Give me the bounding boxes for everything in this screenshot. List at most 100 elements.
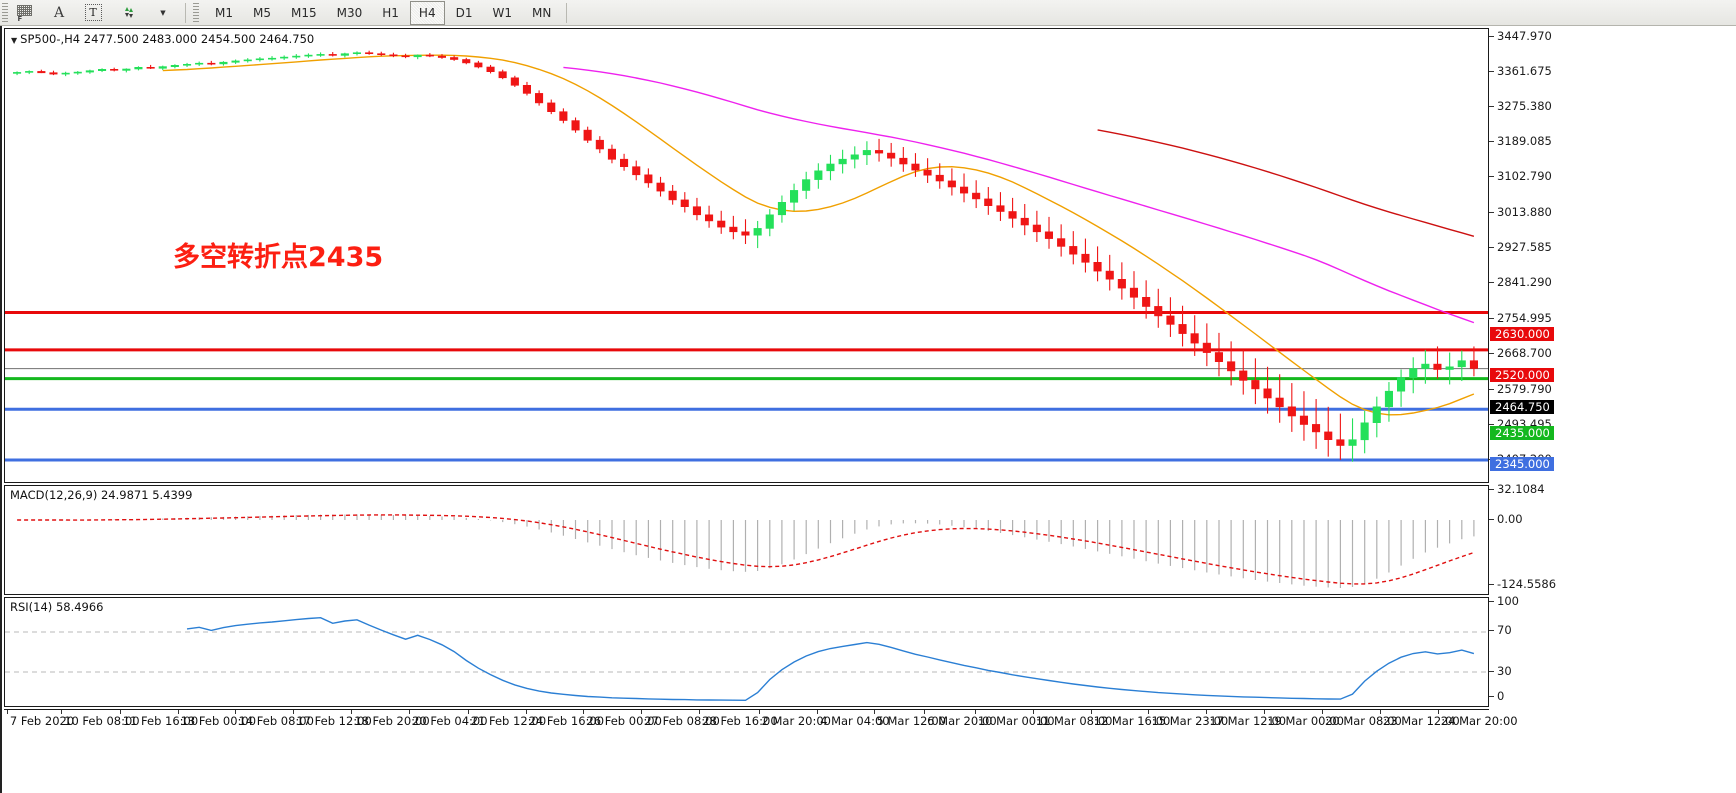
axis-tick: 70 bbox=[1489, 623, 1512, 637]
macd-canvas bbox=[17, 514, 1475, 588]
timeframe-m5[interactable]: M5 bbox=[253, 5, 271, 20]
axis-tick-label: 0 bbox=[1497, 689, 1505, 703]
time-axis-label: 11 Feb 16:00 bbox=[122, 714, 199, 728]
time-axis-label: 2 Mar 20:00 bbox=[761, 714, 831, 728]
axis-tick: -124.5586 bbox=[1489, 577, 1556, 591]
axis-tick: 100 bbox=[1489, 594, 1519, 608]
axis-tick-label: 70 bbox=[1497, 623, 1512, 637]
axis-tick: 3102.790 bbox=[1489, 169, 1552, 183]
rsi-label: RSI(14) 58.4966 bbox=[10, 600, 104, 614]
timeframe-m30[interactable]: M30 bbox=[336, 5, 363, 20]
price-level-2630[interactable]: 2630.000 bbox=[1490, 327, 1554, 341]
rsi-pane[interactable]: RSI(14) 58.4966 bbox=[4, 597, 1489, 707]
time-axis-label: 19 Mar 00:00 bbox=[1267, 714, 1344, 728]
time-tick-mark bbox=[6, 710, 8, 714]
axis-tick-label: 2754.995 bbox=[1497, 311, 1552, 325]
chart-frame: ▼ SP500-,H4 2477.500 2483.000 2454.500 24… bbox=[0, 26, 1736, 793]
time-axis-label: 4 Mar 04:00 bbox=[820, 714, 890, 728]
timeframe-mn[interactable]: MN bbox=[531, 5, 552, 20]
time-tick-mark bbox=[525, 710, 527, 714]
indicators-dropdown-caret[interactable]: ▼ bbox=[160, 8, 166, 17]
axis-tick-label: 3275.380 bbox=[1497, 99, 1552, 113]
time-axis-label: 20 Mar 08:00 bbox=[1325, 714, 1402, 728]
time-axis-label: 24 Feb 16:00 bbox=[528, 714, 605, 728]
price-scale[interactable]: 3447.970 3361.675 3275.380 3189.085 3102.790… bbox=[1489, 28, 1736, 572]
chart-symbol-header: ▼ SP500-,H4 2477.500 2483.000 2454.500 24… bbox=[11, 32, 314, 46]
time-axis-label: 10 Mar 00:00 bbox=[977, 714, 1055, 728]
time-tick-mark bbox=[641, 710, 643, 714]
time-tick-mark bbox=[583, 710, 585, 714]
toolbar-divider-2 bbox=[566, 2, 568, 23]
axis-tick: 2927.585 bbox=[1489, 240, 1552, 254]
price-level-2520[interactable]: 2520.000 bbox=[1490, 368, 1554, 382]
axis-tick: 3013.880 bbox=[1489, 205, 1552, 219]
time-tick-mark bbox=[61, 710, 63, 714]
toolbar-divider bbox=[185, 2, 186, 23]
text-box-icon[interactable]: T bbox=[76, 1, 110, 25]
time-axis-label: 23 Mar 12:00 bbox=[1382, 714, 1460, 728]
timeframe-w1[interactable]: W1 bbox=[492, 5, 512, 20]
current-price-2464[interactable]: 2464.750 bbox=[1490, 400, 1554, 414]
time-axis-label: 12 Mar 16:00 bbox=[1093, 714, 1171, 728]
time-axis-label: 7 Feb 2020 bbox=[9, 714, 75, 728]
time-axis-label: 10 Feb 08:00 bbox=[64, 714, 140, 728]
time-tick-mark bbox=[974, 710, 976, 714]
axis-tick: 32.1084 bbox=[1489, 482, 1545, 496]
text-label-icon[interactable]: A bbox=[53, 4, 65, 21]
toolbar-grip-2[interactable] bbox=[193, 2, 199, 23]
axis-tick-label: 3189.085 bbox=[1497, 134, 1552, 148]
timeframe-h4[interactable]: H4 bbox=[409, 0, 445, 25]
crosshair-grid-icon[interactable]: F bbox=[8, 1, 42, 25]
timeframe-h1[interactable]: H1 bbox=[382, 5, 399, 20]
time-tick-mark bbox=[924, 710, 926, 714]
timeframe-d1[interactable]: D1 bbox=[455, 5, 473, 20]
time-axis-label: 24 Mar 20:00 bbox=[1440, 714, 1518, 728]
time-tick-mark bbox=[177, 710, 179, 714]
price-chart-canvas bbox=[5, 50, 1488, 462]
time-axis-label: 17 Feb 12:00 bbox=[296, 714, 372, 728]
axis-tick-label: 2927.585 bbox=[1497, 240, 1552, 254]
timeframe-m15[interactable]: M15 bbox=[291, 5, 317, 20]
time-axis-label: 14 Feb 08:00 bbox=[238, 714, 314, 728]
time-axis-label: 27 Feb 08:00 bbox=[644, 714, 720, 728]
time-axis-label: 15 Mar 23:00 bbox=[1151, 714, 1229, 728]
time-axis[interactable]: 7 Feb 2020 10 Feb 08:00 11 Feb 16:00 13 Feb… bbox=[4, 709, 1518, 733]
main-toolbar: F A T ▼ M1 M5 M15 M30 H1 H4 D1 W1 MN bbox=[0, 0, 1736, 26]
time-tick-mark bbox=[699, 710, 701, 714]
time-tick-mark bbox=[1264, 710, 1266, 714]
chart-annotation: 多空转折点2435 bbox=[173, 242, 384, 273]
rsi-scale: 100 70 30 0 bbox=[1489, 594, 1736, 707]
chart-dropdown-icon[interactable]: ▼ bbox=[11, 36, 18, 45]
time-axis-label: 18 Feb 20:00 bbox=[354, 714, 430, 728]
timeframe-m1[interactable]: M1 bbox=[215, 5, 233, 20]
time-axis-label: 28 Feb 16:00 bbox=[702, 714, 778, 728]
axis-tick: 3189.085 bbox=[1489, 134, 1552, 148]
time-axis-label: 20 Feb 04:00 bbox=[412, 714, 488, 728]
time-tick-mark bbox=[873, 710, 875, 714]
time-tick-mark bbox=[817, 710, 819, 714]
axis-tick-label: 32.1084 bbox=[1497, 482, 1545, 496]
axis-tick: 3275.380 bbox=[1489, 99, 1552, 113]
axis-tick-label: 3102.790 bbox=[1497, 169, 1552, 183]
time-tick-mark bbox=[235, 710, 237, 714]
indicators-icon[interactable] bbox=[110, 1, 144, 25]
time-tick-mark bbox=[1437, 710, 1439, 714]
axis-tick-label: 2841.290 bbox=[1497, 275, 1552, 289]
time-tick-mark bbox=[467, 710, 469, 714]
price-pane[interactable]: ▼ SP500-,H4 2477.500 2483.000 2454.500 24… bbox=[4, 28, 1489, 483]
time-axis-label: 13 Feb 00:00 bbox=[180, 714, 257, 728]
axis-tick: 30 bbox=[1489, 664, 1512, 678]
axis-tick: 2579.790 bbox=[1489, 382, 1552, 396]
price-level-2345[interactable]: 2345.000 bbox=[1490, 457, 1554, 471]
rsi-canvas bbox=[5, 616, 1488, 702]
time-tick-mark bbox=[1379, 710, 1381, 714]
toolbar-grip-1[interactable] bbox=[2, 2, 8, 23]
price-level-2435[interactable]: 2435.000 bbox=[1490, 426, 1554, 440]
axis-tick-label: 2579.790 bbox=[1497, 382, 1552, 396]
axis-tick: 2668.700 bbox=[1489, 346, 1552, 360]
time-tick-mark bbox=[119, 710, 121, 714]
axis-tick: 3447.970 bbox=[1489, 29, 1552, 43]
time-axis-label: 21 Feb 12:00 bbox=[470, 714, 547, 728]
macd-pane[interactable]: MACD(12,26,9) 24.9871 5.4399 bbox=[4, 485, 1489, 595]
